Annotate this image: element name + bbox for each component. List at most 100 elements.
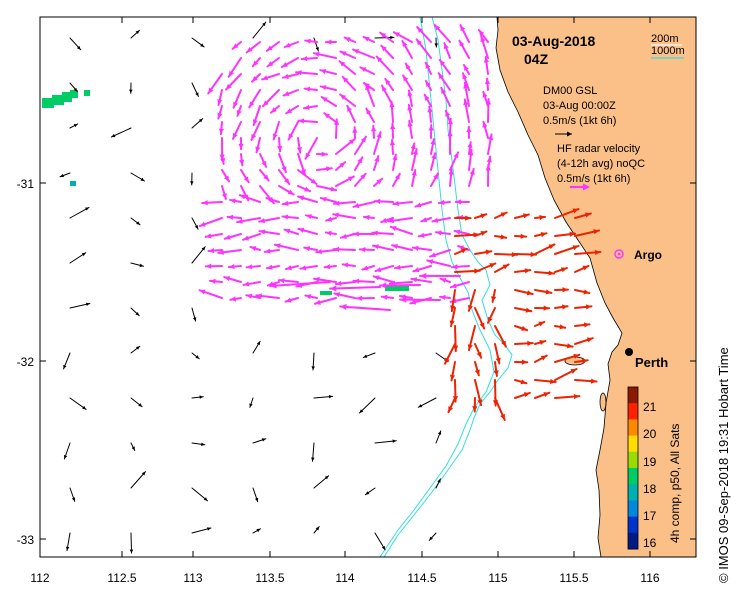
radar-arrow [263, 248, 280, 254]
lon-tick-label: 114.5 [407, 571, 436, 585]
radar-arrow [282, 89, 299, 97]
radar-strong-arrow [534, 320, 546, 327]
model-arrow [191, 395, 204, 399]
radar-arrow [265, 41, 280, 52]
model-arrow [130, 29, 140, 39]
radar-arrow [346, 104, 356, 123]
sst-patch [52, 95, 64, 105]
radar-arrow [255, 137, 261, 154]
radar-arrow [339, 233, 356, 239]
radar-arrow [419, 272, 461, 279]
radar-arrow [332, 246, 356, 252]
radar-strong-arrow [514, 340, 534, 347]
model-arrow [252, 21, 267, 39]
colorbar-segment [628, 500, 638, 518]
radar-strong-arrow [534, 305, 551, 311]
radar-arrow [484, 77, 491, 91]
radar-arrow [411, 148, 419, 171]
radar-arrow [424, 61, 432, 75]
radar-arrow [245, 41, 261, 54]
radar-arrow [379, 31, 394, 43]
radar-strong-arrow [494, 234, 508, 240]
radar-legend-title: HF radar velocity [557, 143, 641, 155]
radar-arrow [426, 259, 451, 267]
radar-arrow [354, 172, 367, 187]
radar-arrow [392, 172, 401, 187]
radar-arrow [249, 245, 261, 252]
model-arrow [252, 487, 259, 503]
radar-arrow [380, 294, 394, 300]
model-arrow [364, 487, 376, 496]
time-title: 04Z [524, 51, 549, 67]
radar-arrow [466, 125, 472, 139]
radar-arrow [198, 217, 223, 228]
radar-arrow [352, 231, 375, 237]
radar-strong-arrow [514, 379, 528, 385]
radar-arrow [245, 264, 261, 270]
radar-strong-arrow [474, 262, 497, 273]
radar-arrow [221, 169, 231, 183]
radar-arrow [449, 281, 470, 289]
radar-arrow [355, 295, 375, 301]
model-arrow [249, 397, 254, 408]
model-arrow [69, 487, 76, 502]
radar-arrow [423, 93, 432, 107]
radar-arrow [335, 138, 356, 155]
model-arrow [435, 478, 441, 489]
radar-arrow [335, 175, 355, 187]
model-arrow [69, 123, 79, 129]
radar-arrow [287, 121, 299, 141]
model-arrow [313, 37, 319, 52]
lat-tick-label: -32 [17, 355, 35, 369]
radar-arrow [281, 200, 299, 206]
radar-arrow [384, 77, 394, 91]
model-arrow [110, 127, 132, 138]
radar-arrow [462, 64, 470, 75]
radar-arrow [389, 100, 395, 123]
radar-arrow [402, 74, 413, 91]
radar-arrow [261, 89, 280, 108]
model-arrow [362, 352, 376, 358]
radar-arrow [404, 62, 413, 75]
radar-strong-arrow [467, 289, 476, 312]
radar-strong-arrow [454, 247, 468, 255]
model-arrow [191, 37, 205, 48]
radar-arrow [273, 243, 299, 251]
colorbar-segment [628, 387, 638, 404]
radar-strong-arrow [449, 361, 456, 382]
radar-arrow [391, 243, 413, 251]
model-arrow [313, 394, 334, 399]
model-arrow [252, 528, 261, 534]
radar-strong-arrow [574, 264, 590, 273]
radar-arrow [335, 161, 347, 171]
model-arrow [129, 82, 133, 94]
perth-label: Perth [635, 355, 668, 370]
radar-arrow [229, 296, 242, 302]
radar-strong-arrow [574, 229, 601, 237]
radar-arrow [371, 230, 394, 236]
radar-arrow [411, 245, 432, 251]
model-scale-arrowhead [567, 131, 572, 137]
model-arrow [428, 532, 437, 541]
radar-arrow [251, 73, 261, 83]
model-arrow [130, 345, 141, 354]
radar-arrow [313, 297, 337, 305]
radar-arrow [316, 151, 329, 157]
radar-arrow [209, 278, 223, 284]
radar-arrow [341, 262, 356, 268]
radar-strong-arrow [574, 249, 602, 256]
radar-arrow [319, 68, 337, 75]
radar-arrow [295, 70, 318, 76]
radar-arrow [323, 112, 337, 123]
radar-arrow [430, 138, 436, 155]
radar-arrow [401, 40, 413, 59]
colorbar-tick-label: 20 [643, 427, 657, 441]
radar-arrow [266, 57, 280, 68]
colorbar-segment [628, 532, 638, 550]
radar-arrow [242, 281, 261, 287]
radar-arrow [411, 169, 417, 187]
radar-strong-arrow [514, 391, 531, 399]
model-arrow [69, 37, 82, 51]
radar-arrow [392, 200, 413, 207]
radar-arrow [352, 126, 358, 139]
